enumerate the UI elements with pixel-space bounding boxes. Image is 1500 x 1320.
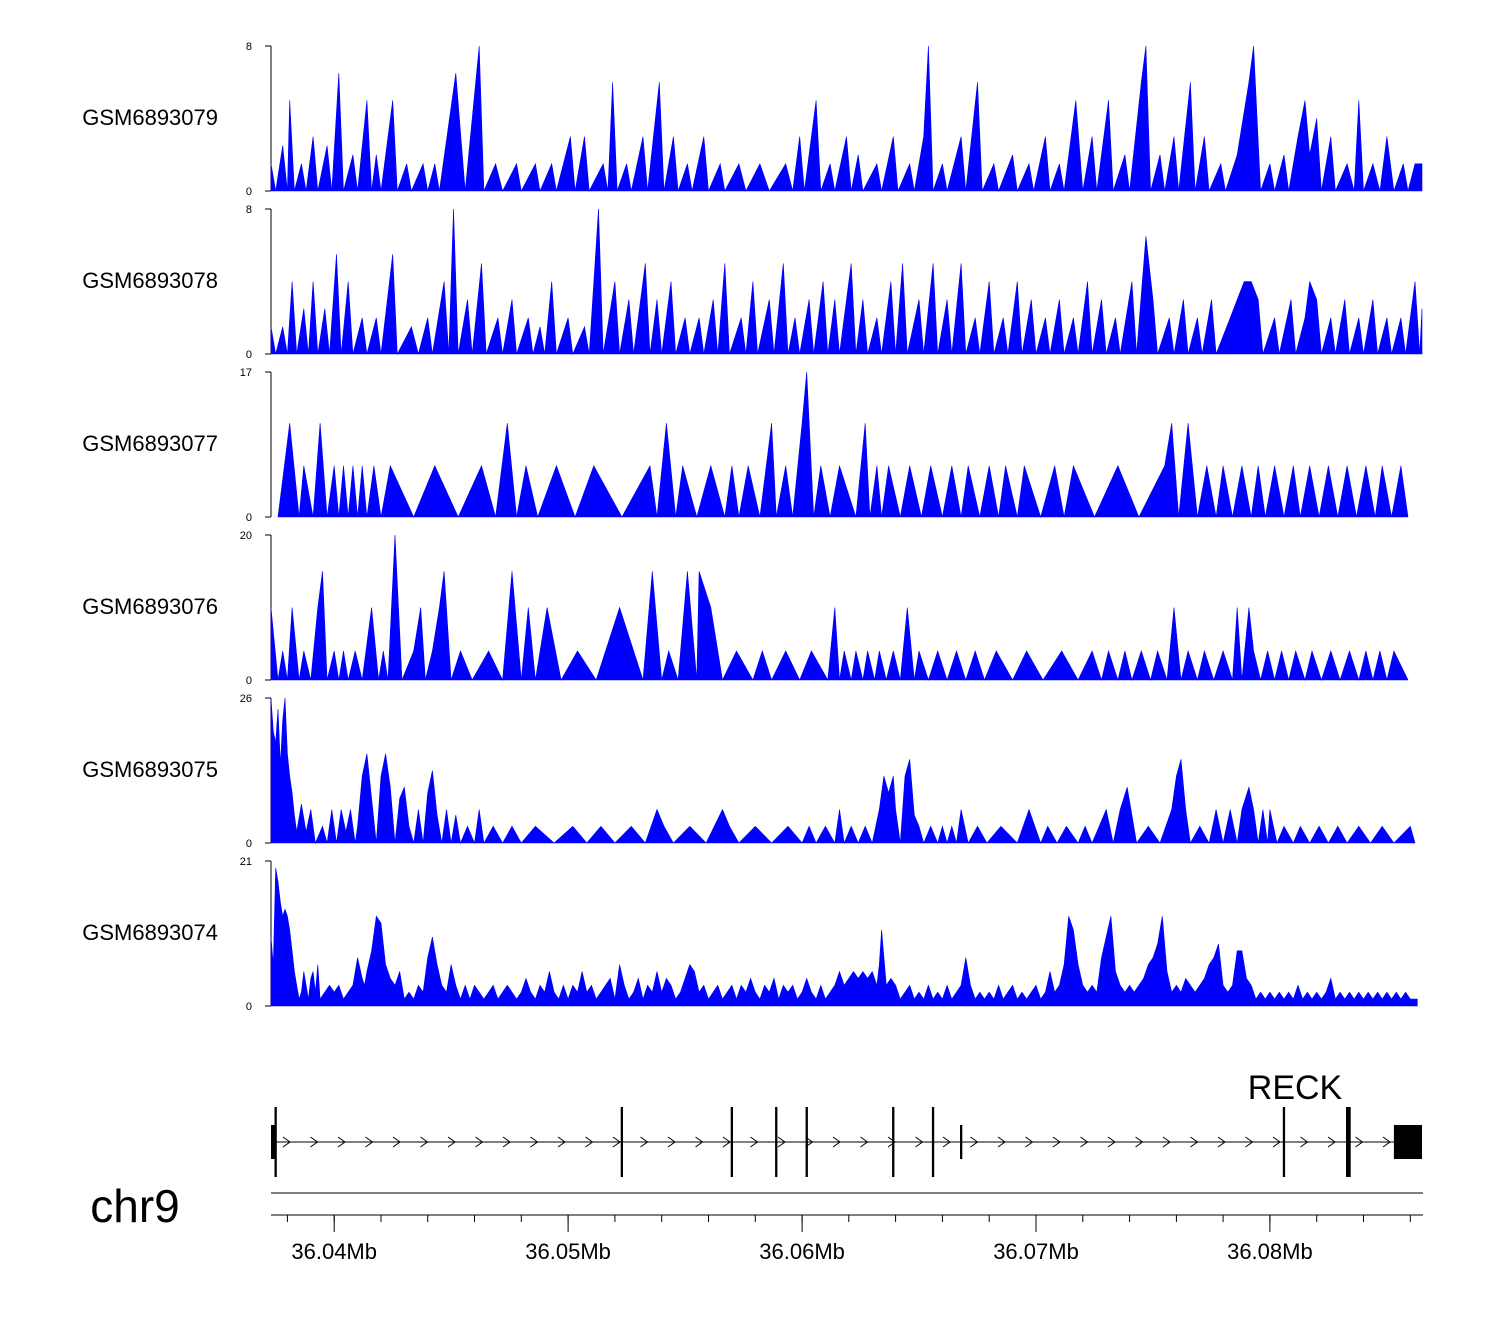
tick-label: 36.05Mb xyxy=(525,1239,611,1264)
chromosome-label: chr9 xyxy=(90,1180,179,1232)
strand-arrow xyxy=(722,1136,731,1148)
strand-arrow xyxy=(392,1136,401,1148)
gene-label: RECK xyxy=(1248,1069,1343,1107)
strand-arrow xyxy=(557,1136,566,1148)
strand-arrow xyxy=(750,1136,759,1148)
exon-cds xyxy=(730,1107,733,1177)
strand-arrow xyxy=(777,1136,786,1148)
strand-arrow xyxy=(365,1136,374,1148)
strand-arrow xyxy=(1355,1136,1364,1148)
coverage-tracks: GSM689307980GSM689307880GSM6893077170GSM… xyxy=(82,41,1423,1013)
strand-arrow xyxy=(695,1136,704,1148)
track-GSM6893076: GSM6893076 20 0 xyxy=(82,530,1409,687)
strand-arrow xyxy=(612,1136,621,1148)
strand-arrow xyxy=(1300,1136,1309,1148)
strand-arrow xyxy=(667,1136,676,1148)
track-label: GSM6893075 xyxy=(82,757,218,782)
coverage-area xyxy=(270,867,1418,1007)
strand-arrow xyxy=(942,1136,951,1148)
coverage-area xyxy=(277,371,1409,519)
strand-arrow xyxy=(832,1136,841,1148)
strand-arrow xyxy=(530,1136,539,1148)
track-GSM6893077: GSM6893077 17 0 xyxy=(82,367,1409,524)
gene-model xyxy=(271,1107,1422,1177)
strand-arrow xyxy=(640,1136,649,1148)
strand-arrow xyxy=(282,1136,291,1148)
strand-arrow xyxy=(915,1136,924,1148)
ymax-label: 17 xyxy=(240,367,252,379)
track-label: GSM6893077 xyxy=(82,431,218,456)
ymin-label: 0 xyxy=(246,349,252,361)
genome-axis: chr9 36.04Mb 36.05Mb 36.06Mb 36.07Mb 36.08Mb xyxy=(90,1180,1423,1264)
coverage-area xyxy=(270,534,1409,682)
ymin-label: 0 xyxy=(246,838,252,850)
strand-arrow xyxy=(1162,1136,1171,1148)
coverage-area xyxy=(270,697,1416,845)
exon-cds xyxy=(892,1107,895,1177)
track-GSM6893078: GSM6893078 8 0 xyxy=(82,204,1423,361)
strand-arrow xyxy=(585,1136,594,1148)
strand-arrow xyxy=(1217,1136,1226,1148)
strand-arrow xyxy=(1080,1136,1089,1148)
strand-arrow xyxy=(887,1136,896,1148)
exon-utr xyxy=(960,1125,963,1159)
strand-arrow xyxy=(475,1136,484,1148)
strand-arrow xyxy=(997,1136,1006,1148)
ymin-label: 0 xyxy=(246,1001,252,1013)
strand-arrow xyxy=(310,1136,319,1148)
strand-arrow xyxy=(337,1136,346,1148)
ymin-label: 0 xyxy=(246,186,252,198)
gene-annotation-track: RECK xyxy=(271,1069,1422,1177)
strand-arrow xyxy=(860,1136,869,1148)
ymin-label: 0 xyxy=(246,512,252,524)
exon-utr xyxy=(1393,1125,1422,1159)
ymax-label: 26 xyxy=(240,693,252,705)
tick-label: 36.04Mb xyxy=(291,1239,377,1264)
track-label: GSM6893079 xyxy=(82,105,218,130)
strand-arrow xyxy=(1107,1136,1116,1148)
exon-cds xyxy=(1346,1107,1351,1177)
x-axis: 36.04Mb 36.05Mb 36.06Mb 36.07Mb 36.08Mb xyxy=(271,1192,1423,1264)
coverage-area xyxy=(270,45,1423,193)
tick-label: 36.07Mb xyxy=(993,1239,1079,1264)
strand-arrow xyxy=(1327,1136,1336,1148)
ymax-label: 21 xyxy=(240,856,252,868)
track-label: GSM6893076 xyxy=(82,594,218,619)
strand-arrow xyxy=(1272,1136,1281,1148)
strand-arrow xyxy=(502,1136,511,1148)
track-GSM6893074: GSM6893074 21 0 xyxy=(82,856,1418,1013)
strand-arrow xyxy=(420,1136,429,1148)
ymax-label: 8 xyxy=(246,204,252,216)
coverage-area xyxy=(270,208,1423,356)
exon-cds xyxy=(775,1107,778,1177)
track-label: GSM6893078 xyxy=(82,268,218,293)
track-GSM6893079: GSM6893079 8 0 xyxy=(82,41,1423,198)
exon-cds xyxy=(274,1107,277,1177)
track-GSM6893075: GSM6893075 26 0 xyxy=(82,693,1416,850)
tick-label: 36.08Mb xyxy=(1227,1239,1313,1264)
strand-arrow xyxy=(1245,1136,1254,1148)
strand-arrow xyxy=(447,1136,456,1148)
strand-arrow xyxy=(1190,1136,1199,1148)
strand-arrow xyxy=(1052,1136,1061,1148)
strand-arrow xyxy=(1135,1136,1144,1148)
track-label: GSM6893074 xyxy=(82,920,218,945)
strand-arrow xyxy=(1025,1136,1034,1148)
exon-cds xyxy=(620,1107,623,1177)
exon-cds xyxy=(1282,1107,1286,1177)
strand-arrow xyxy=(970,1136,979,1148)
ymax-label: 20 xyxy=(240,530,252,542)
ymin-label: 0 xyxy=(246,675,252,687)
ymax-label: 8 xyxy=(246,41,252,53)
exon-utr xyxy=(271,1125,275,1159)
exon-cds xyxy=(805,1107,808,1177)
strand-arrow xyxy=(1382,1136,1391,1148)
exon-cds xyxy=(931,1107,935,1177)
tick-label: 36.06Mb xyxy=(759,1239,845,1264)
